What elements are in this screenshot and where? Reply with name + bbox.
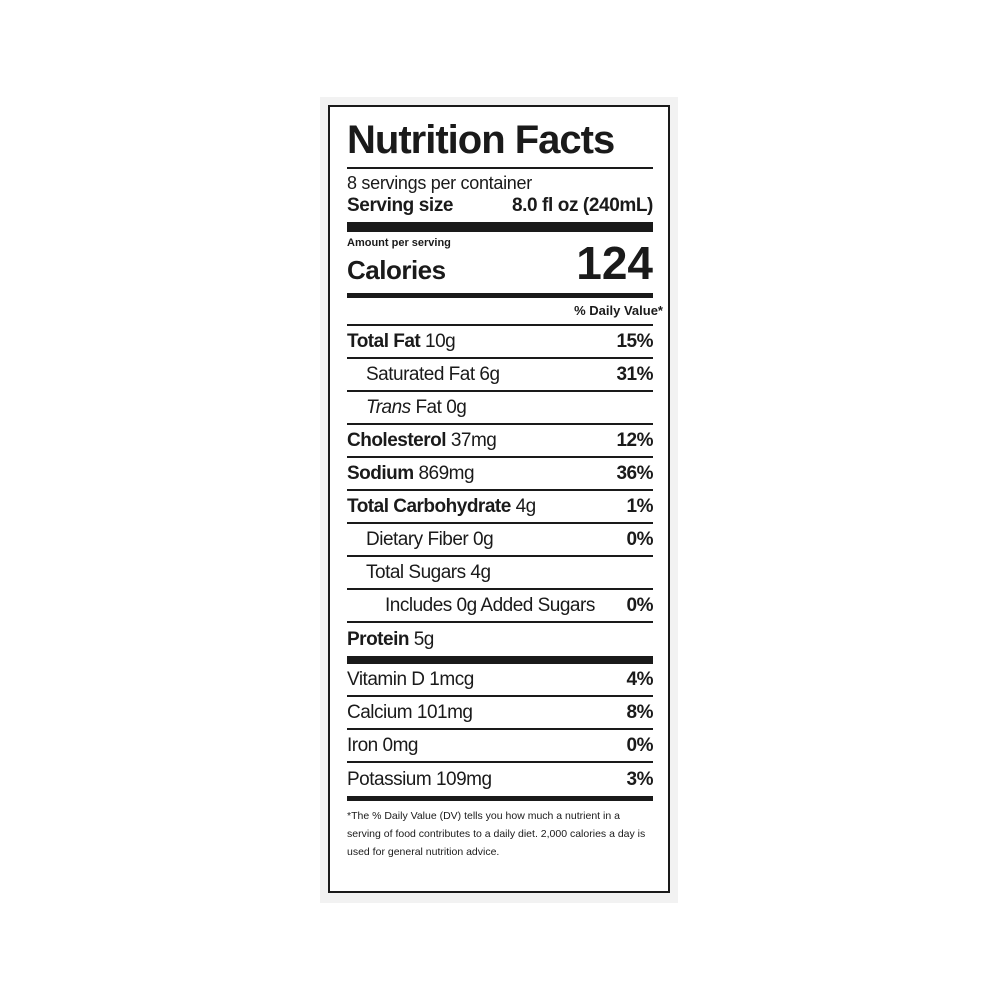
- nutrient: Total Carbohydrate 4g: [347, 496, 536, 518]
- nutrient-amount: 101mg: [416, 701, 473, 723]
- thick-rule: [347, 222, 653, 232]
- nutrient: Iron 0mg: [347, 734, 419, 757]
- daily-value: 0%: [626, 594, 654, 616]
- title: Nutrition Facts: [347, 118, 615, 162]
- nutrient-amount: 4g: [470, 561, 491, 583]
- nutrient: Total Fat 10g: [347, 330, 456, 353]
- nutrient-amount: 4g: [515, 495, 537, 517]
- daily-value: 15%: [616, 330, 653, 352]
- nutrient-amount: 6g: [479, 363, 500, 385]
- vitamin-list: Vitamin D 1mcg 4% Calcium 101mg 8% Iron 0mg 0…: [347, 664, 654, 796]
- nutrient: Trans Fat 0g: [347, 396, 467, 419]
- nutrient-name: Total Fat: [347, 330, 421, 352]
- rule: [347, 324, 653, 326]
- medium-rule: [347, 796, 653, 801]
- servings: 8 servings per container: [347, 173, 532, 193]
- nutrient-amount: 0mg: [382, 734, 419, 756]
- daily-value: 0%: [626, 734, 654, 756]
- footnote: *The % Daily Value (DV) tells you how mu…: [347, 810, 646, 858]
- calories-label: Calories: [347, 255, 446, 285]
- serving-size-label: Serving size: [347, 195, 454, 216]
- daily-value: 8%: [626, 701, 654, 723]
- nutrient-row: Total Carbohydrate 4g 1%: [347, 491, 654, 524]
- nutrient-row: Saturated Fat 6g 31%: [347, 359, 653, 392]
- daily-value: 12%: [616, 429, 653, 451]
- nutrient-row: Cholesterol 37mg 12%: [347, 425, 653, 458]
- nutrient-amount: 109mg: [435, 768, 492, 790]
- nutrient-amount: 5g: [413, 628, 435, 650]
- daily-value-header: % Daily Value*: [574, 303, 663, 318]
- nutrient: Saturated Fat 6g: [347, 364, 500, 386]
- nutrient-amount: 869mg: [418, 462, 475, 484]
- nutrient: Total Sugars 4g: [347, 562, 491, 584]
- nutrient-row: Calcium 101mg 8%: [347, 697, 654, 730]
- nutrient: Potassium 109mg: [347, 769, 492, 791]
- nutrient-row: Protein 5g: [347, 623, 653, 656]
- nutrient-name: Sodium: [347, 462, 414, 484]
- daily-value: 4%: [626, 668, 654, 690]
- nutrient-italic: Trans: [366, 396, 411, 418]
- serving-size: Serving size 8.0 fl oz (240mL): [347, 194, 653, 218]
- nutrient-name: Potassium: [347, 768, 432, 790]
- nutrient-name: Vitamin D: [347, 668, 425, 690]
- nutrient-row: Trans Fat 0g: [347, 392, 653, 425]
- rule: [347, 167, 653, 169]
- thick-rule: [347, 656, 653, 664]
- medium-rule: [347, 293, 653, 298]
- nutrient-row: Dietary Fiber 0g 0%: [347, 524, 654, 557]
- nutrient-row: Iron 0mg 0%: [347, 730, 654, 763]
- label-content: Nutrition Facts 8 servings per container…: [347, 107, 663, 861]
- nutrition-label: Nutrition Facts 8 servings per container…: [328, 105, 670, 893]
- daily-value: 0%: [626, 528, 654, 550]
- nutrient-amount: 37mg: [450, 429, 497, 451]
- nutrient-row: Total Sugars 4g: [347, 557, 653, 590]
- amount-per-serving: Amount per serving: [347, 237, 451, 249]
- nutrient-row: Potassium 109mg 3%: [347, 763, 654, 796]
- nutrient-row: Total Fat 10g 15%: [347, 326, 653, 359]
- nutrient-name: Fat: [415, 396, 442, 418]
- nutrient: Sodium 869mg: [347, 462, 475, 485]
- nutrient-name: Calcium: [347, 701, 413, 723]
- daily-value: 31%: [616, 363, 653, 385]
- daily-value: 3%: [626, 768, 654, 790]
- nutrient-list: Total Fat 10g 15% Saturated Fat 6g 31% Trans…: [347, 326, 654, 656]
- nutrient-name: Total Carbohydrate: [347, 495, 511, 517]
- nutrient: Vitamin D 1mcg: [347, 669, 474, 691]
- nutrient-name: Iron: [347, 734, 378, 756]
- serving-size-value: 8.0 fl oz (240mL): [511, 195, 653, 216]
- nutrient-row: Vitamin D 1mcg 4%: [347, 664, 654, 697]
- nutrient: Includes 0g Added Sugars: [347, 595, 595, 617]
- calories: Calories 124: [347, 239, 653, 287]
- daily-value: 36%: [616, 462, 653, 484]
- nutrient-amount: 10g: [425, 330, 456, 352]
- nutrient-amount: 1mcg: [429, 668, 474, 690]
- nutrient-name: Total Sugars: [366, 561, 466, 583]
- nutrient: Dietary Fiber 0g: [347, 528, 494, 551]
- nutrient-name: Cholesterol: [347, 429, 447, 451]
- nutrient-row: Includes 0g Added Sugars 0%: [347, 590, 654, 623]
- nutrient-row: Sodium 869mg 36%: [347, 458, 653, 491]
- calories-value: 124: [576, 237, 653, 289]
- nutrient-name: Protein: [347, 628, 409, 650]
- nutrient-name: Dietary Fiber: [366, 528, 469, 550]
- nutrient-amount: 0g: [473, 528, 494, 550]
- daily-value: 1%: [626, 495, 654, 517]
- nutrient: Protein 5g: [347, 629, 434, 651]
- nutrient-amount: 0g: [446, 396, 467, 418]
- nutrient: Cholesterol 37mg: [347, 429, 497, 452]
- nutrient: Calcium 101mg: [347, 702, 473, 724]
- nutrient-name: Saturated Fat: [366, 363, 475, 385]
- nutrient-name: Includes 0g Added Sugars: [385, 594, 595, 616]
